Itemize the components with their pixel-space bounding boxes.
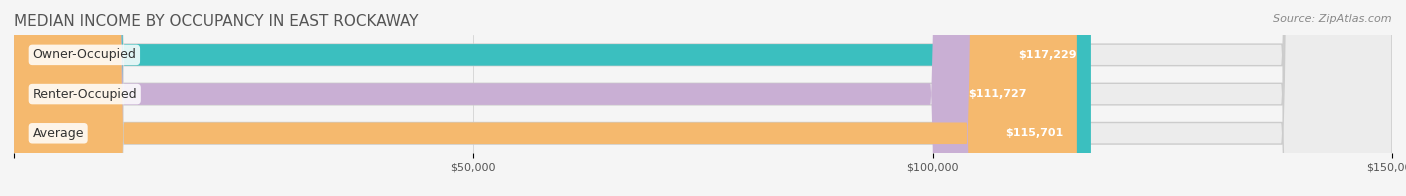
Text: $111,727: $111,727 — [969, 89, 1026, 99]
FancyBboxPatch shape — [14, 0, 1040, 196]
FancyBboxPatch shape — [14, 0, 1091, 196]
Text: MEDIAN INCOME BY OCCUPANCY IN EAST ROCKAWAY: MEDIAN INCOME BY OCCUPANCY IN EAST ROCKA… — [14, 14, 419, 29]
Text: Owner-Occupied: Owner-Occupied — [32, 48, 136, 61]
FancyBboxPatch shape — [14, 0, 1077, 196]
Text: Average: Average — [32, 127, 84, 140]
FancyBboxPatch shape — [14, 0, 1392, 196]
FancyBboxPatch shape — [14, 0, 1392, 196]
FancyBboxPatch shape — [14, 0, 1392, 196]
Text: $115,701: $115,701 — [1005, 128, 1063, 138]
Text: Renter-Occupied: Renter-Occupied — [32, 88, 136, 101]
Text: $117,229: $117,229 — [1018, 50, 1077, 60]
Text: Source: ZipAtlas.com: Source: ZipAtlas.com — [1274, 14, 1392, 24]
